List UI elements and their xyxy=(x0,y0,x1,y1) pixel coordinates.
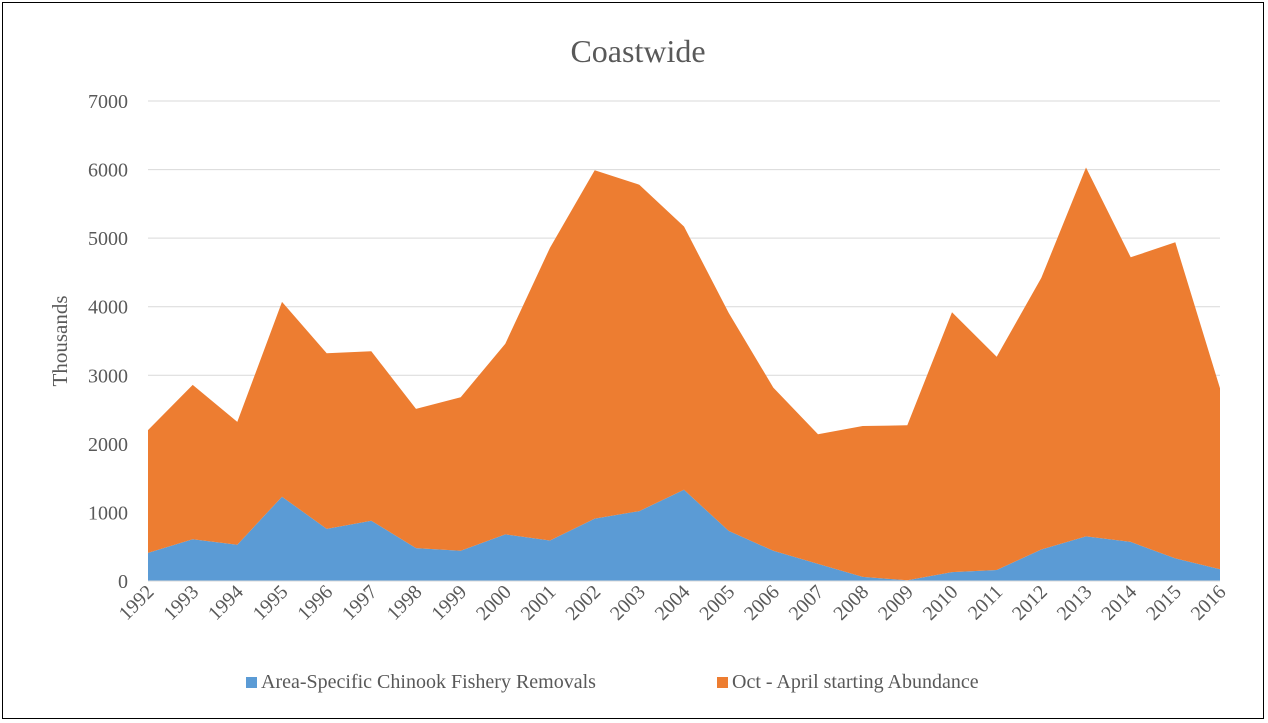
x-tick-label: 2005 xyxy=(695,581,739,625)
y-tick-label: 4000 xyxy=(88,297,128,319)
y-axis-label: Thousands xyxy=(48,296,72,387)
y-tick-label: 2000 xyxy=(88,434,128,456)
x-tick-label: 1996 xyxy=(293,581,337,625)
x-tick-label: 2007 xyxy=(785,581,829,625)
legend-swatch-1 xyxy=(246,677,257,688)
legend-label-2: Oct - April starting Abundance xyxy=(732,671,979,693)
chart-title: Coastwide xyxy=(570,33,705,69)
area-series-1 xyxy=(148,489,1220,581)
legend-swatch-2 xyxy=(717,677,728,688)
y-tick-label: 0 xyxy=(118,571,128,593)
x-tick-label: 2006 xyxy=(740,581,784,625)
x-tick-label: 2004 xyxy=(651,581,695,625)
legend[interactable]: Area-Specific Chinook Fishery Removals Oc… xyxy=(246,671,979,693)
x-tick-label: 2016 xyxy=(1187,581,1231,625)
area-series-2 xyxy=(148,167,1220,581)
y-tick-label: 5000 xyxy=(88,228,128,250)
y-tick-label: 1000 xyxy=(88,502,128,524)
y-tick-label: 7000 xyxy=(88,91,128,113)
x-tick-label: 2013 xyxy=(1053,581,1097,625)
x-tick-label: 2014 xyxy=(1097,581,1141,625)
legend-label-1: Area-Specific Chinook Fishery Removals xyxy=(261,671,596,693)
x-tick-label: 2015 xyxy=(1142,581,1186,625)
x-tick-label: 1998 xyxy=(383,581,427,625)
x-tick-label: 1995 xyxy=(249,581,293,625)
x-tick-label: 2012 xyxy=(1008,581,1052,625)
area-series xyxy=(148,167,1220,581)
x-tick-label: 2002 xyxy=(561,581,605,625)
x-tick-label: 1994 xyxy=(204,581,248,625)
y-tick-label: 3000 xyxy=(88,365,128,387)
x-axis-ticks: 1992 1993 1994 1995 1996 1997 1998 1999 2000 2001… xyxy=(115,581,1231,625)
x-tick-label: 1993 xyxy=(159,581,203,625)
x-tick-label: 1999 xyxy=(427,581,471,625)
x-tick-label: 2001 xyxy=(517,581,561,625)
x-tick-label: 2011 xyxy=(964,581,1007,624)
y-tick-label: 6000 xyxy=(88,160,128,182)
x-tick-label: 2008 xyxy=(829,581,873,625)
y-axis-ticks: 0 1000 2000 3000 4000 5000 6000 7000 xyxy=(88,91,128,593)
x-tick-label: 2010 xyxy=(919,581,963,625)
x-tick-label: 2000 xyxy=(472,581,516,625)
x-tick-label: 2009 xyxy=(874,581,918,625)
x-tick-label: 2003 xyxy=(606,581,650,625)
x-tick-label: 1997 xyxy=(338,581,382,625)
